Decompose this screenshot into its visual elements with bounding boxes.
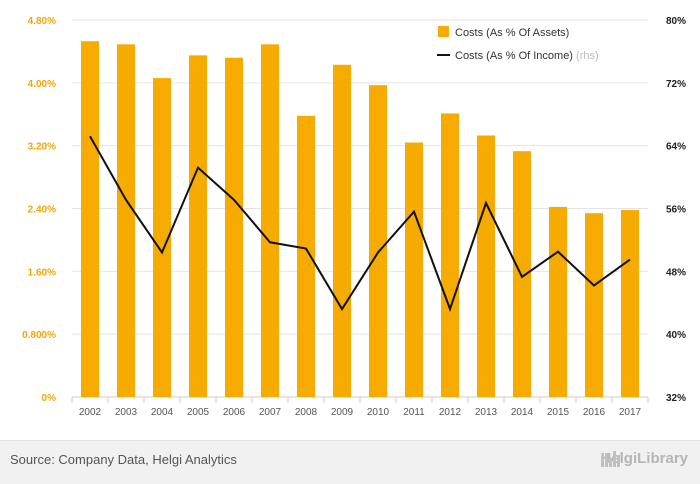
x-tick-label: 2013 bbox=[475, 407, 498, 418]
bar[interactable] bbox=[549, 207, 567, 397]
combo-chart: 0% 32% 0.800% 40% 1.60% 48% 2.40% 56% 3.20% 64% 4.… bbox=[0, 0, 700, 440]
bar[interactable] bbox=[369, 85, 387, 397]
x-tick-label: 2005 bbox=[187, 407, 210, 418]
bar[interactable] bbox=[225, 58, 243, 397]
source-note: Source: Company Data, Helgi Analytics bbox=[10, 452, 237, 467]
chart-footer: Source: Company Data, Helgi Analytics He… bbox=[0, 440, 700, 484]
x-tick-label: 2014 bbox=[511, 407, 534, 418]
y-right-tick-label: 72% bbox=[666, 79, 686, 90]
y-right-tick-label: 40% bbox=[666, 330, 686, 341]
x-tick-label: 2017 bbox=[619, 407, 642, 418]
bar[interactable] bbox=[333, 65, 351, 397]
legend-label-assets: Costs (As % Of Assets) bbox=[455, 27, 569, 39]
bar[interactable] bbox=[621, 210, 639, 397]
bar[interactable] bbox=[261, 44, 279, 397]
x-tick-label: 2011 bbox=[403, 407, 425, 418]
bar[interactable] bbox=[117, 44, 135, 397]
x-tick-label: 2006 bbox=[223, 407, 246, 418]
y-right-tick-label: 64% bbox=[666, 142, 686, 153]
x-tick-label: 2002 bbox=[79, 407, 102, 418]
y-left-tick-label: 4.80% bbox=[28, 16, 56, 27]
brand-logo[interactable]: HelgiLibrary bbox=[600, 450, 688, 467]
x-tick-label: 2008 bbox=[295, 407, 318, 418]
bar[interactable] bbox=[405, 143, 423, 397]
legend-label-income: Costs (As % Of Income) (rhs) bbox=[455, 50, 599, 62]
x-tick-label: 2015 bbox=[547, 407, 570, 418]
y-left-tick-label: 1.60% bbox=[28, 267, 56, 278]
y-left-tick-label: 0.800% bbox=[22, 330, 56, 341]
x-tick-label: 2007 bbox=[259, 407, 282, 418]
bar[interactable] bbox=[585, 213, 603, 397]
x-tick-label: 2004 bbox=[151, 407, 174, 418]
y-left-tick-label: 0% bbox=[42, 393, 57, 404]
bar[interactable] bbox=[189, 55, 207, 397]
x-tick-label: 2003 bbox=[115, 407, 138, 418]
x-tick-label: 2016 bbox=[583, 407, 606, 418]
x-tick-label: 2012 bbox=[439, 407, 462, 418]
x-tick-label: 2009 bbox=[331, 407, 354, 418]
bar[interactable] bbox=[297, 116, 315, 397]
bar[interactable] bbox=[513, 151, 531, 397]
y-right-tick-label: 56% bbox=[666, 205, 686, 216]
y-right-tick-label: 32% bbox=[666, 393, 686, 404]
y-left-tick-label: 2.40% bbox=[28, 205, 56, 216]
bar[interactable] bbox=[477, 135, 495, 397]
y-left-tick-label: 4.00% bbox=[28, 79, 56, 90]
bar[interactable] bbox=[441, 113, 459, 397]
legend-swatch-assets bbox=[438, 26, 449, 37]
x-tick-label: 2010 bbox=[367, 407, 390, 418]
y-left-tick-label: 3.20% bbox=[28, 142, 56, 153]
y-right-tick-label: 48% bbox=[666, 267, 686, 278]
y-right-tick-label: 80% bbox=[666, 16, 686, 27]
bar[interactable] bbox=[81, 41, 99, 397]
library-logo-icon bbox=[600, 450, 622, 468]
